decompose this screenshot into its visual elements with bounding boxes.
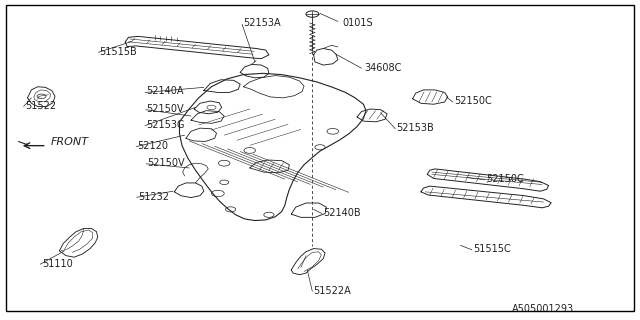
Text: 51110: 51110 <box>42 259 73 268</box>
Text: 52140A: 52140A <box>147 86 184 97</box>
Text: 51515B: 51515B <box>100 47 138 57</box>
Text: 52150C: 52150C <box>486 174 524 184</box>
Text: 52150V: 52150V <box>148 158 185 168</box>
Text: 52153B: 52153B <box>397 123 435 133</box>
Text: 51232: 51232 <box>138 192 169 202</box>
Text: 51522: 51522 <box>25 101 56 111</box>
Text: FRONT: FRONT <box>51 138 88 148</box>
Text: 51522A: 51522A <box>314 286 351 296</box>
Text: 52120: 52120 <box>137 141 168 151</box>
Text: 52153A: 52153A <box>243 18 281 28</box>
Text: 52150C: 52150C <box>454 96 492 106</box>
Text: 52140B: 52140B <box>323 208 361 218</box>
Text: 52153G: 52153G <box>147 120 185 130</box>
Text: 52150V: 52150V <box>147 104 184 114</box>
Text: 34608C: 34608C <box>365 63 402 73</box>
Text: 51515C: 51515C <box>473 244 511 254</box>
Text: A505001293: A505001293 <box>511 304 573 314</box>
Text: 0101S: 0101S <box>342 18 373 28</box>
